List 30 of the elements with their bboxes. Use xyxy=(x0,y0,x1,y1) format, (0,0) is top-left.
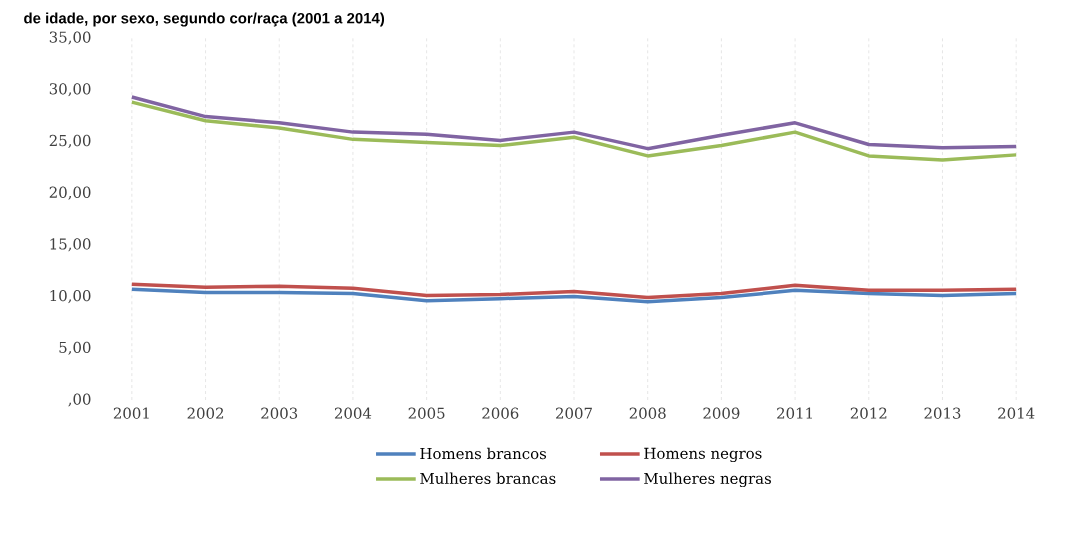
x-tick-label: 2002 xyxy=(187,407,224,419)
legend-label: Homens brancos xyxy=(420,447,547,460)
legend-label: Homens negros xyxy=(644,447,762,463)
line-series xyxy=(130,287,1018,304)
x-tick-label: 2014 xyxy=(998,407,1035,419)
x-tick-label: 2003 xyxy=(261,407,298,419)
legend-label: Mulheres negras xyxy=(644,472,771,488)
x-tick-label: 2013 xyxy=(924,407,961,419)
x-tick-label: 2004 xyxy=(334,407,372,419)
line-series xyxy=(130,100,1018,162)
legend-label: Mulheres brancas xyxy=(420,472,556,485)
x-tick-label: 2001 xyxy=(113,407,149,419)
x-tick-label: 2008 xyxy=(629,407,666,419)
x-tick-label: 2005 xyxy=(408,407,445,419)
x-tick-label: 2006 xyxy=(482,407,519,419)
y-tick-label: 5,00 xyxy=(59,341,91,355)
y-tick-label: 30,00 xyxy=(49,83,91,97)
y-tick-label: 25,00 xyxy=(49,134,91,148)
chart-title: de idade, por sexo, segundo cor/raça (2001 a 2014) xyxy=(24,12,385,27)
y-tick-label: ,00 xyxy=(68,393,91,407)
x-tick-label: 2007 xyxy=(556,407,592,419)
y-tick-label: 35,00 xyxy=(49,31,91,45)
y-tick-label: 15,00 xyxy=(50,238,91,252)
line-series xyxy=(130,282,1018,300)
x-tick-label: 2012 xyxy=(850,407,887,419)
line-series xyxy=(130,95,1018,151)
y-tick-label: 10,00 xyxy=(50,290,91,304)
y-tick-label: 20,00 xyxy=(49,186,91,200)
x-tick-label: 2009 xyxy=(703,407,740,419)
x-tick-label: 2011 xyxy=(777,407,812,419)
